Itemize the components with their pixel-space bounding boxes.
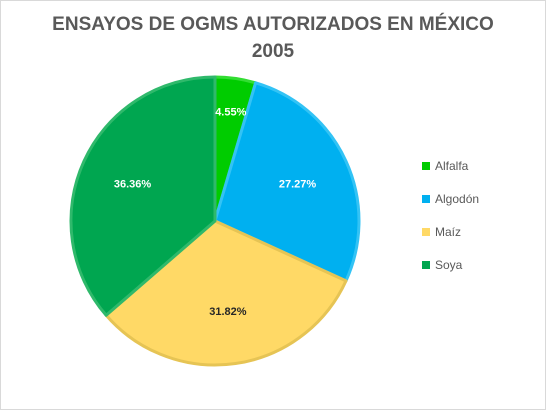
legend-item-algodon[interactable]: Algodón — [422, 182, 532, 215]
legend-label-algodon: Algodón — [435, 191, 480, 206]
data-label-maiz: 31.82% — [209, 306, 247, 318]
legend-item-alfalfa[interactable]: Alfalfa — [422, 149, 532, 182]
chart-title-line-1: ENSAYOS DE OGMS AUTORIZADOS EN MÉXICO — [52, 14, 494, 35]
pie-slice-algodon[interactable] — [213, 81, 361, 283]
legend-swatch-algodon — [422, 194, 430, 203]
legend-swatch-alfalfa — [422, 161, 430, 170]
legend-item-soya[interactable]: Soya — [422, 248, 532, 281]
chart-title-line-2: 2005 — [251, 41, 295, 62]
legend-label-alfalfa: Alfalfa — [435, 158, 469, 173]
legend-swatch-soya — [422, 260, 430, 269]
data-label-algodon: 27.27% — [279, 178, 317, 190]
data-label-alfalfa: 4.55% — [215, 106, 246, 118]
legend-label-soya: Soya — [435, 257, 463, 272]
pie-slice-soya[interactable] — [69, 75, 217, 317]
legend-label-maiz: Maíz — [435, 224, 462, 239]
data-label-soya: 36.36% — [114, 178, 152, 190]
legend-swatch-maiz — [422, 227, 430, 236]
pie-slice-maiz[interactable] — [104, 219, 348, 367]
legend-item-maiz[interactable]: Maíz — [422, 215, 532, 248]
chart-title: ENSAYOS DE OGMS AUTORIZADOS EN MÉXICO 20… — [1, 11, 545, 65]
legend: Alfalfa Algodón Maíz Soya — [422, 149, 532, 281]
